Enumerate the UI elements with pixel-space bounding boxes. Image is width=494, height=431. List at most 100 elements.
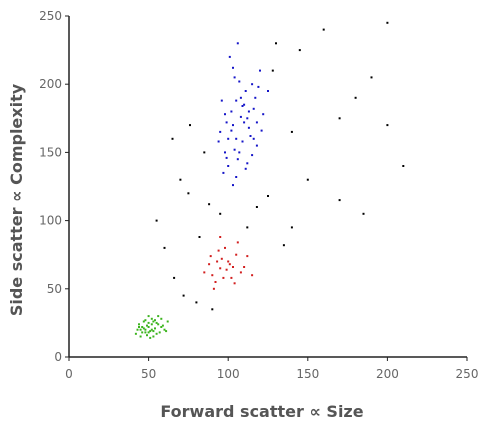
data-point-series-2 xyxy=(138,326,140,328)
data-point-series-1 xyxy=(212,287,215,290)
x-tick-label: 150 xyxy=(296,367,319,381)
data-point-series-1 xyxy=(227,260,230,263)
data-point-series-3 xyxy=(211,308,214,311)
data-point-series-3 xyxy=(386,21,389,24)
data-point-series-2 xyxy=(146,334,148,337)
data-point-series-2 xyxy=(157,315,160,318)
data-point-series-3 xyxy=(275,42,277,45)
data-point-series-3 xyxy=(322,28,325,31)
data-points xyxy=(134,21,405,339)
data-point-series-0 xyxy=(225,156,228,159)
data-point-series-2 xyxy=(142,320,145,323)
data-point-series-3 xyxy=(290,226,293,229)
data-point-series-3 xyxy=(271,69,274,72)
data-point-series-2 xyxy=(144,331,147,334)
data-point-series-2 xyxy=(155,321,158,324)
data-point-series-2 xyxy=(144,328,147,331)
data-point-series-2 xyxy=(160,317,163,320)
data-point-series-1 xyxy=(220,257,223,260)
data-point-series-0 xyxy=(238,151,241,154)
data-point-series-0 xyxy=(241,105,244,107)
data-point-series-3 xyxy=(354,96,357,99)
data-point-series-1 xyxy=(230,276,233,279)
data-point-series-0 xyxy=(259,69,261,72)
data-point-series-0 xyxy=(233,76,236,79)
data-point-series-0 xyxy=(267,90,269,92)
data-point-series-1 xyxy=(216,260,219,263)
data-point-series-3 xyxy=(246,226,249,229)
data-point-series-3 xyxy=(195,301,198,304)
data-point-series-2 xyxy=(141,331,144,334)
data-point-series-0 xyxy=(235,176,238,178)
data-point-series-2 xyxy=(160,326,163,328)
data-point-series-1 xyxy=(228,263,231,266)
data-point-series-1 xyxy=(209,255,212,258)
data-point-series-0 xyxy=(236,42,239,45)
data-point-series-0 xyxy=(244,167,247,170)
y-tick-label: 100 xyxy=(39,214,62,228)
data-point-series-1 xyxy=(251,274,254,277)
data-point-series-0 xyxy=(260,129,263,132)
data-point-series-2 xyxy=(152,330,155,333)
data-point-series-3 xyxy=(155,219,158,222)
data-point-series-2 xyxy=(144,319,147,322)
data-point-series-0 xyxy=(255,121,258,124)
data-point-series-2 xyxy=(134,332,137,335)
data-point-series-3 xyxy=(187,192,190,195)
data-point-series-2 xyxy=(154,319,156,322)
x-axis-title: Forward scatter ∝ Size xyxy=(160,402,363,421)
x-tick-labels: 0 50 100 150 200 250 xyxy=(65,357,478,381)
data-point-series-2 xyxy=(142,327,145,330)
x-tick-label: 100 xyxy=(217,367,240,381)
data-point-series-3 xyxy=(203,151,206,154)
data-point-series-0 xyxy=(246,162,249,165)
data-point-series-2 xyxy=(152,335,155,338)
x-tick-label: 200 xyxy=(376,367,399,381)
data-point-series-0 xyxy=(254,96,257,99)
data-point-series-0 xyxy=(246,117,249,120)
data-point-series-0 xyxy=(232,184,234,187)
data-point-series-0 xyxy=(220,99,223,102)
data-point-series-2 xyxy=(147,326,150,328)
axes xyxy=(68,16,467,358)
data-point-series-2 xyxy=(149,330,152,333)
data-point-series-0 xyxy=(247,110,250,113)
data-point-series-3 xyxy=(163,246,166,249)
x-tick-label: 0 xyxy=(65,367,73,381)
data-point-series-1 xyxy=(219,236,222,238)
data-point-series-1 xyxy=(243,266,246,268)
data-point-series-3 xyxy=(298,49,301,52)
data-point-series-1 xyxy=(211,274,214,277)
data-point-series-0 xyxy=(227,137,230,140)
data-point-series-1 xyxy=(225,268,228,271)
data-point-series-0 xyxy=(235,137,238,140)
data-point-series-3 xyxy=(182,294,185,297)
data-point-series-0 xyxy=(225,121,228,124)
data-point-series-3 xyxy=(189,124,191,127)
y-tick-label: 50 xyxy=(47,282,62,296)
data-point-series-0 xyxy=(262,113,265,116)
data-point-series-0 xyxy=(249,135,252,137)
data-point-series-2 xyxy=(139,335,142,338)
data-point-series-2 xyxy=(150,328,153,331)
data-point-series-0 xyxy=(222,171,225,174)
data-point-series-1 xyxy=(203,271,206,274)
y-axis-title: Side scatter ∝ Complexity xyxy=(7,83,26,316)
data-point-series-0 xyxy=(239,115,242,118)
data-point-series-0 xyxy=(257,85,260,88)
data-point-series-3 xyxy=(208,203,211,206)
data-point-series-1 xyxy=(239,271,242,274)
data-point-series-0 xyxy=(241,140,244,143)
data-point-series-0 xyxy=(255,144,258,147)
data-point-series-0 xyxy=(244,90,247,92)
data-point-series-0 xyxy=(243,103,246,106)
data-point-series-3 xyxy=(402,165,405,167)
data-point-series-1 xyxy=(219,267,222,270)
data-point-series-2 xyxy=(152,320,155,323)
data-point-series-2 xyxy=(136,328,139,331)
data-point-series-2 xyxy=(163,328,166,331)
data-point-series-2 xyxy=(161,324,164,327)
data-point-series-3 xyxy=(179,178,182,181)
data-point-series-1 xyxy=(217,249,220,252)
